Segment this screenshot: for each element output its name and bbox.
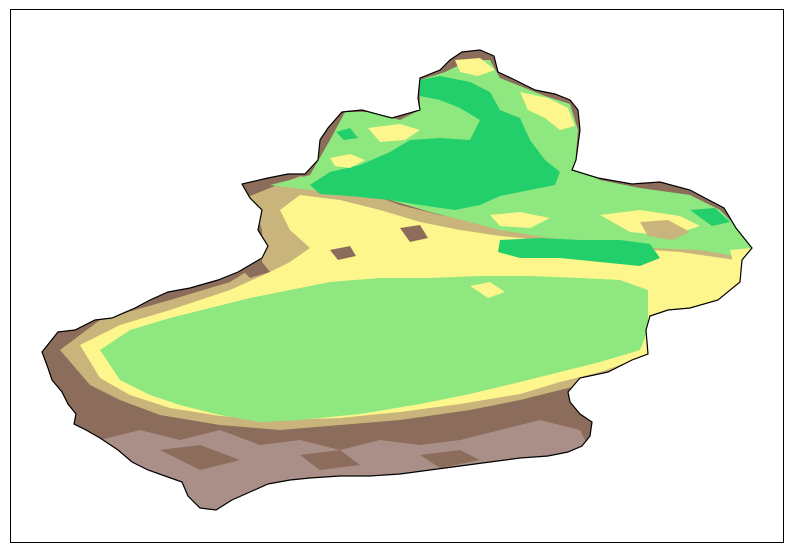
band-lowest-1 [310, 110, 560, 210]
band-low-basin [100, 276, 648, 422]
band-lowest-2 [420, 76, 500, 120]
band-lowest-4 [690, 208, 730, 226]
region-outline [41, 49, 753, 511]
band-lowest-3 [498, 238, 660, 266]
